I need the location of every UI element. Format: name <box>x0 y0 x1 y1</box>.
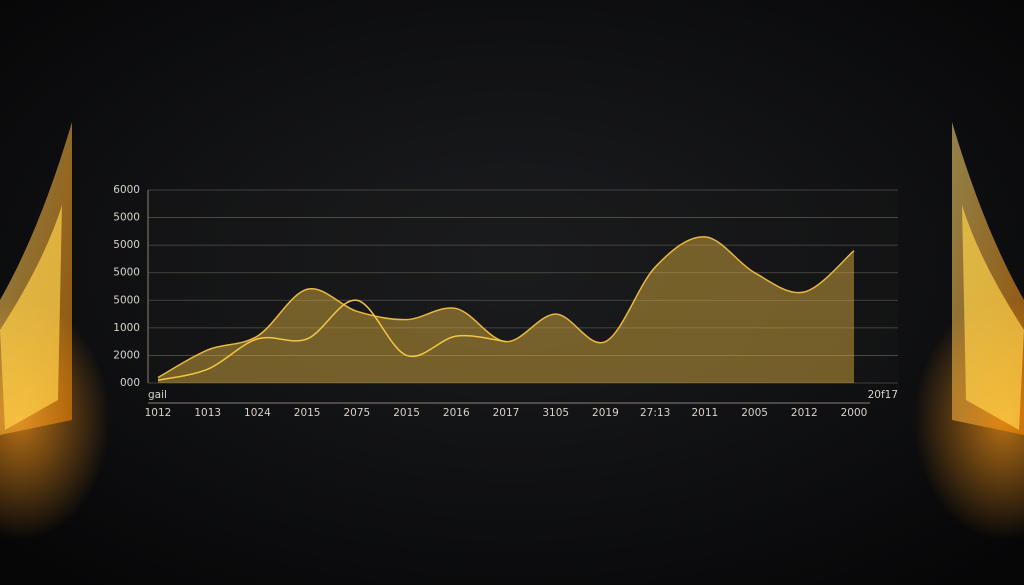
x-tick-label: 2015 <box>393 407 420 419</box>
x-tick-label: 1024 <box>244 407 271 419</box>
annotation: 20f17 <box>868 389 898 401</box>
x-tick-label: 3105 <box>542 407 569 419</box>
x-tick-label: 2019 <box>592 407 619 419</box>
y-tick-label: 5000 <box>113 267 140 279</box>
x-tick-label: 2017 <box>493 407 520 419</box>
y-tick-label: 5000 <box>113 212 140 224</box>
x-tick-label: 2075 <box>343 407 370 419</box>
prism-right-inner <box>962 205 1024 430</box>
annotation: gail <box>148 389 167 401</box>
y-tick-label: 5000 <box>113 294 140 306</box>
x-tick-label: 2005 <box>741 407 768 419</box>
x-tick-label: 2016 <box>443 407 470 419</box>
x-tick-label: 2015 <box>294 407 321 419</box>
y-tick-label: 1000 <box>113 322 140 334</box>
x-tick-label: 1012 <box>145 407 172 419</box>
y-tick-label: 6000 <box>113 184 140 196</box>
y-tick-label: 2000 <box>113 349 140 361</box>
x-tick-label: 27:13 <box>640 407 670 419</box>
y-tick-label: 000 <box>120 377 140 389</box>
prism-left-inner <box>0 205 62 430</box>
x-tick-label: 2000 <box>841 407 868 419</box>
x-tick-label: 2012 <box>791 407 818 419</box>
line <box>157 236 855 379</box>
x-tick-label: 1013 <box>194 407 221 419</box>
plot-area <box>148 190 898 383</box>
line <box>157 299 507 381</box>
area <box>158 236 854 383</box>
y-tick-label: 5000 <box>113 239 140 251</box>
x-tick-label: 2011 <box>691 407 718 419</box>
